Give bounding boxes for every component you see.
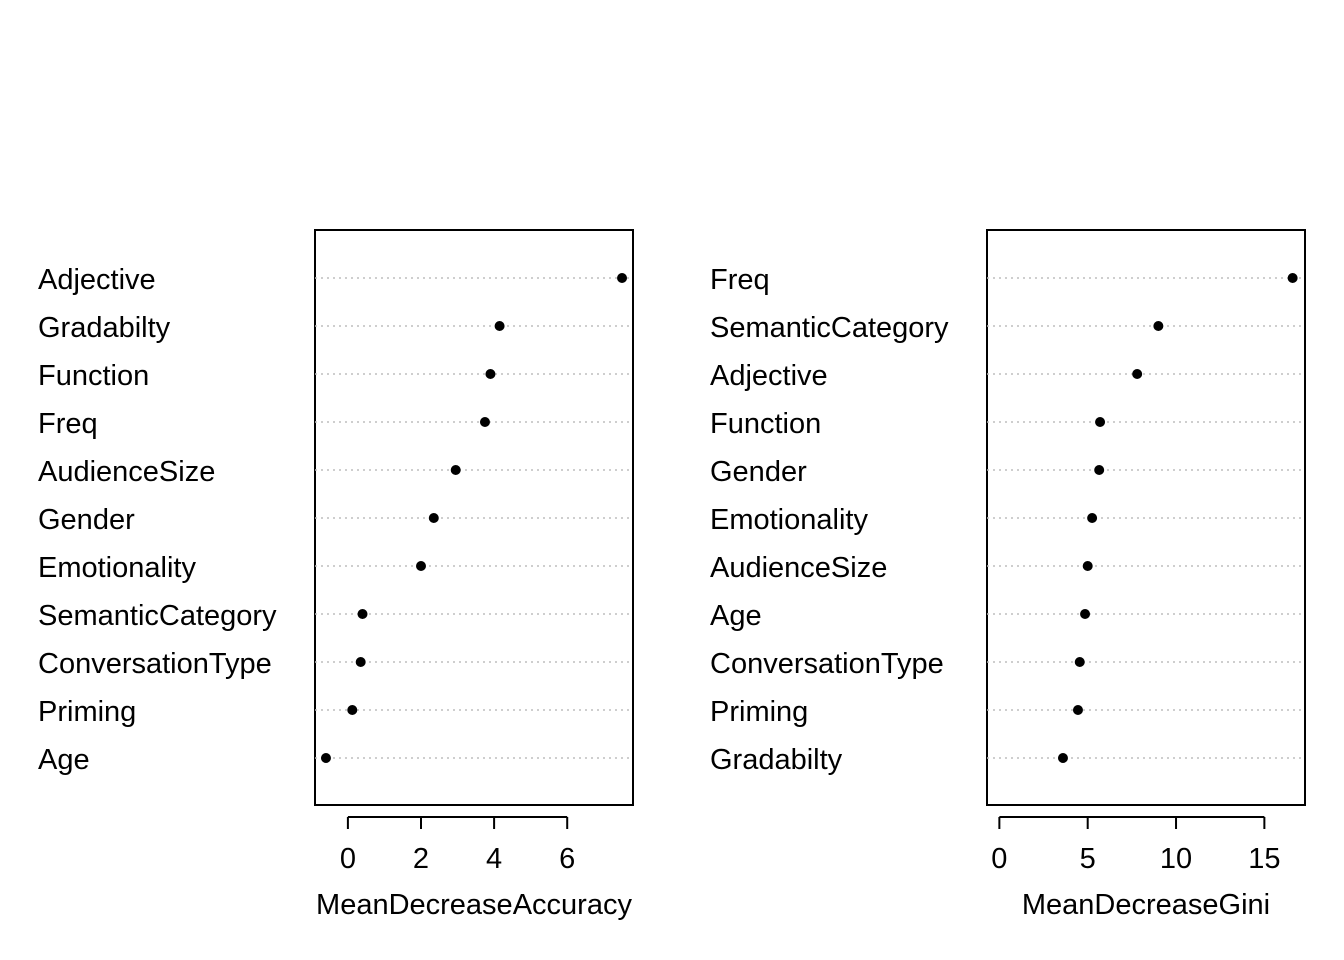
x-axis-title: MeanDecreaseAccuracy bbox=[316, 889, 632, 921]
x-tick-label: 0 bbox=[991, 843, 1007, 875]
data-point bbox=[1087, 513, 1098, 523]
x-tick-label: 2 bbox=[413, 843, 429, 875]
data-point bbox=[355, 657, 366, 667]
data-point bbox=[1287, 273, 1298, 283]
data-point bbox=[357, 609, 368, 619]
data-point bbox=[1080, 609, 1091, 619]
data-point bbox=[428, 513, 439, 523]
x-tick-label: 4 bbox=[486, 843, 502, 875]
category-label: Emotionality bbox=[38, 552, 196, 584]
category-label: ConversationType bbox=[710, 648, 944, 680]
category-label: Age bbox=[710, 600, 762, 632]
x-tick-label: 5 bbox=[1080, 843, 1096, 875]
category-label: ConversationType bbox=[38, 648, 272, 680]
category-label: Emotionality bbox=[710, 504, 868, 536]
category-label: Function bbox=[710, 408, 821, 440]
data-point bbox=[1132, 369, 1143, 379]
category-label: Adjective bbox=[38, 264, 156, 296]
category-label: Adjective bbox=[710, 360, 828, 392]
category-label: Gradabilty bbox=[38, 312, 171, 344]
data-point bbox=[1153, 321, 1164, 331]
x-tick-label: 6 bbox=[559, 843, 575, 875]
data-point bbox=[1074, 657, 1085, 667]
data-point bbox=[416, 561, 426, 571]
category-label: SemanticCategory bbox=[38, 600, 277, 632]
x-tick-label: 10 bbox=[1160, 843, 1192, 875]
category-label: Gender bbox=[38, 504, 135, 536]
data-point bbox=[1057, 753, 1068, 763]
x-tick-label: 15 bbox=[1248, 843, 1280, 875]
category-label: Gender bbox=[710, 456, 807, 488]
data-point bbox=[450, 465, 461, 475]
data-point bbox=[1072, 705, 1083, 715]
category-label: Priming bbox=[710, 696, 808, 728]
data-point bbox=[1094, 465, 1105, 475]
data-point bbox=[347, 705, 358, 715]
panel-mean-decrease-accuracy: Adjective Gradabilty Function Freq AudienceS… bbox=[38, 229, 634, 921]
x-axis-title: MeanDecreaseGini bbox=[1022, 889, 1270, 921]
data-point bbox=[1082, 561, 1093, 571]
data-point bbox=[485, 369, 496, 379]
category-label: Priming bbox=[38, 696, 136, 728]
category-label: Function bbox=[38, 360, 149, 392]
category-label: Freq bbox=[38, 408, 98, 440]
data-point bbox=[479, 417, 490, 427]
data-point bbox=[617, 273, 628, 283]
category-label: AudienceSize bbox=[38, 456, 215, 488]
data-point bbox=[1095, 417, 1106, 427]
data-point bbox=[494, 321, 505, 331]
data-point bbox=[320, 753, 331, 763]
category-label: Gradabilty bbox=[710, 744, 843, 776]
category-label: Freq bbox=[710, 264, 770, 296]
category-label: AudienceSize bbox=[710, 552, 887, 584]
panel-mean-decrease-gini: Freq SemanticCategory Adjective Function Gen… bbox=[710, 229, 1306, 921]
category-label: Age bbox=[38, 744, 90, 776]
category-label: SemanticCategory bbox=[710, 312, 949, 344]
x-tick-label: 0 bbox=[340, 843, 356, 875]
